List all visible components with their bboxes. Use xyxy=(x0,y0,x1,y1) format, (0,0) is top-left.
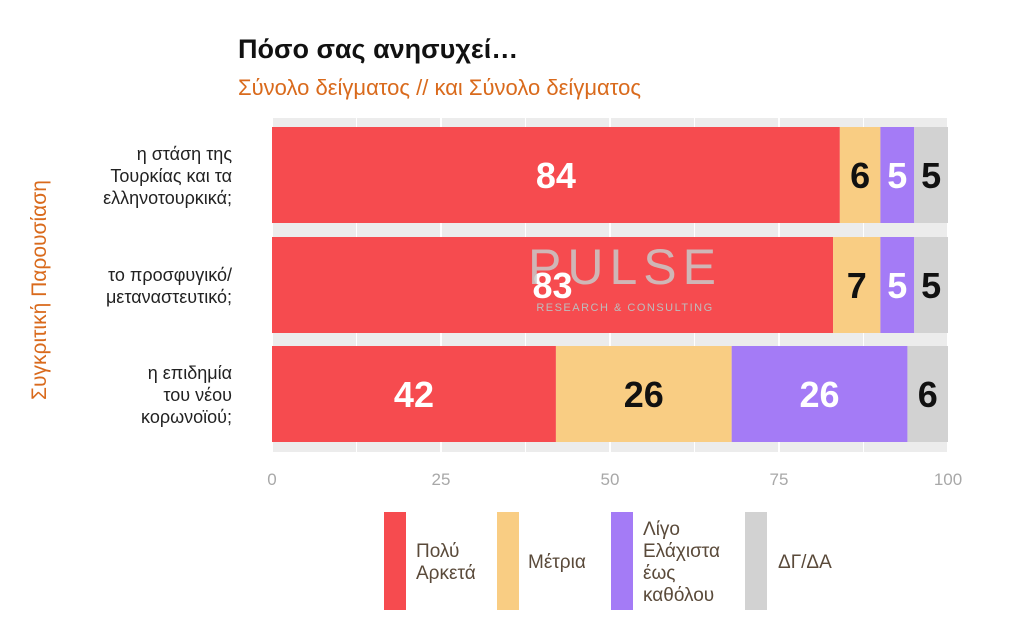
category-label-r3-line2: του νέου xyxy=(163,385,232,405)
x-tick-label-75: 75 xyxy=(770,470,789,489)
bar-r1-s3 xyxy=(880,127,915,223)
bar-label-r2-s3: 5 xyxy=(887,265,907,306)
x-tick-label-25: 25 xyxy=(432,470,451,489)
bar-r1-s2 xyxy=(839,127,881,223)
bar-r3-s4 xyxy=(907,346,948,442)
legend-swatch-1 xyxy=(384,512,406,610)
legend-swatch-3 xyxy=(611,512,633,610)
bar-r2-s2 xyxy=(833,237,881,333)
legend-label-3-line1: Λίγο xyxy=(643,519,680,540)
legend-label-3-line2: Ελάχιστα xyxy=(643,541,720,562)
bar-r3-s2 xyxy=(555,346,732,442)
category-label-r1-line3: ελληνοτουρκικά; xyxy=(103,188,232,208)
legend-swatch-2 xyxy=(497,512,519,610)
bar-r3-s3 xyxy=(731,346,908,442)
x-tick-label-50: 50 xyxy=(601,470,620,489)
bar-r2-s4 xyxy=(914,237,948,333)
bar-r1-s4 xyxy=(914,127,948,223)
legend-label-2-line1: Μέτρια xyxy=(528,552,586,573)
legend-label-3-line4: καθόλου xyxy=(643,585,714,606)
bar-label-r1-s2: 6 xyxy=(850,155,870,196)
chart-subtitle: Σύνολο δείγματος // και Σύνολο δείγματος xyxy=(238,75,641,100)
x-tick-label-100: 100 xyxy=(934,470,962,489)
category-label-r1-line1: η στάση της xyxy=(137,144,233,164)
category-label-r1-line2: Τουρκίας και τα xyxy=(110,166,232,186)
legend-label-1-line1: Πολύ xyxy=(416,541,459,562)
bar-r2-s3 xyxy=(880,237,915,333)
chart-title: Πόσο σας ανησυχεί… xyxy=(238,34,519,64)
bar-label-r1-s4: 5 xyxy=(921,155,941,196)
bar-label-r1-s3: 5 xyxy=(887,155,907,196)
legend-swatch-4 xyxy=(745,512,767,610)
bar-label-r3-s3: 26 xyxy=(800,374,840,415)
bar-r1-s1 xyxy=(272,127,840,223)
bar-label-r2-s4: 5 xyxy=(921,265,941,306)
bar-label-r2-s2: 7 xyxy=(847,265,867,306)
category-label-r2-line2: μεταναστευτικό; xyxy=(106,287,232,307)
bar-r2-s1 xyxy=(272,237,834,333)
bar-label-r2-s1: 83 xyxy=(533,265,573,306)
bar-label-r3-s2: 26 xyxy=(624,374,664,415)
category-label-r2-line1: το προσφυγικό/ xyxy=(108,265,232,285)
bar-label-r1-s1: 84 xyxy=(536,155,576,196)
legend-label-1-line2: Αρκετά xyxy=(416,563,476,584)
legend-label-4-line1: ΔΓ/ΔΑ xyxy=(778,552,832,573)
bar-r3-s1 xyxy=(272,346,556,442)
category-label-r3-line3: κορωνοϊού; xyxy=(141,407,232,427)
legend-label-3-line3: έως xyxy=(643,563,675,584)
x-tick-label-0: 0 xyxy=(267,470,276,489)
bar-label-r3-s1: 42 xyxy=(394,374,434,415)
bar-label-r3-s4: 6 xyxy=(918,374,938,415)
category-label-r3-line1: η επιδημία xyxy=(148,363,232,383)
